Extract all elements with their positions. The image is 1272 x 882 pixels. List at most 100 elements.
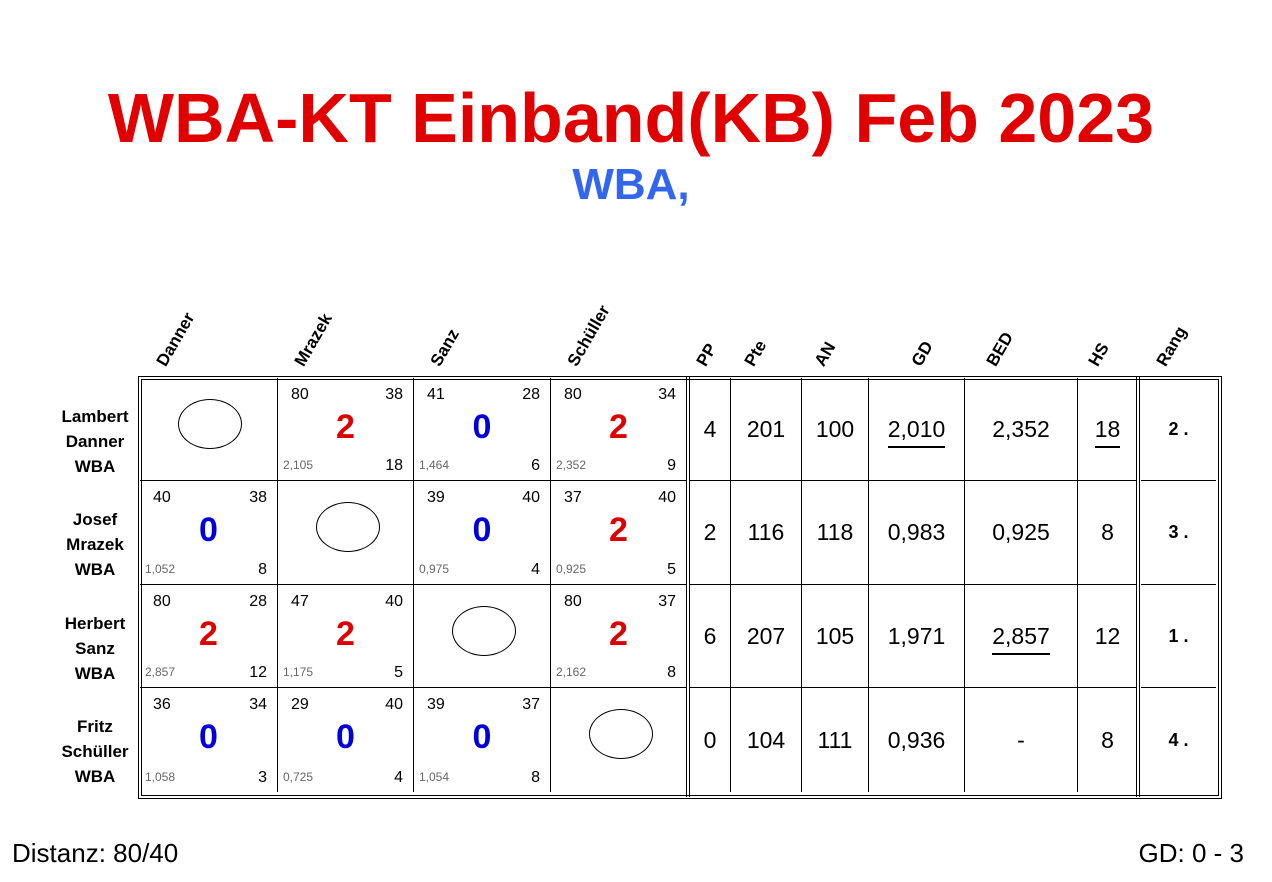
stat-value: 0,936 — [887, 726, 946, 753]
stat-bed: 2,857 — [965, 585, 1078, 688]
player-first: Herbert — [64, 614, 126, 633]
match-score: 2 — [336, 615, 355, 653]
stat-value: 2,010 — [887, 416, 946, 448]
match-cell: 80 28 2 2,857 12 — [140, 585, 278, 688]
stat-value: 0 — [703, 726, 717, 753]
points-player: 39 — [427, 489, 445, 506]
match-score: 0 — [199, 511, 218, 549]
stat-bed: 2,352 — [965, 378, 1078, 481]
match-score: 2 — [199, 615, 218, 653]
results-table — [138, 376, 1222, 799]
points-opponent: 37 — [522, 696, 540, 713]
stat-value: 100 — [815, 415, 855, 442]
match-cell: 41 28 0 1,464 6 — [414, 378, 551, 481]
match-cell: 80 34 2 2,352 9 — [551, 378, 686, 481]
match-hs: 8 — [667, 664, 676, 681]
stat-gd: 0,936 — [869, 688, 965, 792]
stat-value: 8 — [1101, 726, 1114, 753]
points-player: 40 — [153, 489, 171, 506]
player-club: WBA — [74, 457, 116, 476]
points-player: 47 — [291, 593, 309, 610]
player-club: WBA — [74, 560, 116, 579]
match-score: 0 — [472, 718, 492, 756]
stat-value: 105 — [815, 622, 855, 649]
column-header-gd: GD — [907, 337, 937, 370]
match-score: 0 — [336, 718, 355, 756]
self-match-oval — [452, 606, 516, 656]
stat-value: 4 — [703, 415, 717, 442]
match-score: 2 — [609, 615, 628, 653]
match-hs: 18 — [385, 457, 403, 474]
stat-rang: 4 . — [1141, 688, 1216, 792]
match-score: 0 — [199, 718, 218, 756]
stat-value: 2 . — [1168, 418, 1189, 439]
points-player: 37 — [564, 489, 582, 506]
stat-value: 4 . — [1168, 729, 1189, 750]
match-score: 2 — [609, 511, 628, 549]
match-gd: 2,352 — [556, 458, 587, 472]
match-score: 0 — [472, 511, 492, 549]
stat-hs: 12 — [1078, 585, 1137, 688]
stat-pte: 104 — [731, 688, 802, 792]
player-last: Sanz — [75, 639, 115, 658]
points-player: 80 — [153, 593, 171, 610]
stat-value: 118 — [816, 519, 854, 545]
match-score: 2 — [609, 408, 628, 446]
stat-value: 1 . — [1168, 625, 1189, 646]
match-gd: 1,054 — [419, 770, 450, 784]
match-cell: 36 34 0 1,058 3 — [140, 688, 278, 792]
stat-pte: 207 — [731, 585, 802, 688]
self-match-oval — [589, 709, 653, 759]
stat-gd: 0,983 — [869, 481, 965, 585]
match-hs: 6 — [531, 457, 540, 474]
match-hs: 4 — [531, 561, 540, 578]
stat-rang: 3 . — [1141, 481, 1216, 585]
match-cell: 80 38 2 2,105 18 — [278, 378, 414, 481]
points-opponent: 40 — [658, 489, 676, 506]
player-first: Lambert — [61, 407, 129, 426]
match-score: 0 — [472, 408, 492, 446]
stat-hs: 8 — [1078, 481, 1137, 585]
points-player: 41 — [427, 386, 445, 403]
match-cell: 37 40 2 0,925 5 — [551, 481, 686, 585]
points-player: 39 — [427, 696, 445, 713]
stat-value: 104 — [746, 726, 786, 753]
stat-value: 0,983 — [887, 519, 946, 545]
match-hs: 4 — [394, 769, 403, 786]
stat-an: 111 — [802, 688, 869, 792]
column-header-player: Schüller — [563, 301, 614, 370]
match-gd: 2,162 — [556, 665, 587, 679]
match-gd: 0,975 — [419, 562, 450, 576]
player-club: WBA — [74, 767, 116, 786]
empty-cell — [551, 688, 686, 792]
match-gd: 2,105 — [283, 458, 314, 472]
match-cell: 80 37 2 2,162 8 — [551, 585, 686, 688]
match-gd: 1,464 — [419, 458, 450, 472]
match-cell: 40 38 0 1,052 8 — [140, 481, 278, 585]
stat-value: - — [1017, 726, 1025, 753]
player-last: Mrazek — [66, 535, 124, 554]
points-player: 36 — [153, 696, 171, 713]
column-header-player: Sanz — [426, 325, 463, 370]
self-match-oval — [178, 399, 242, 449]
empty-cell — [414, 585, 551, 688]
stat-gd: 2,010 — [869, 378, 965, 481]
gd-summary: GD: 0 - 3 — [1138, 838, 1244, 868]
player-last: Schüller — [61, 742, 129, 761]
column-header-an: AN — [810, 338, 840, 370]
stat-hs: 18 — [1078, 378, 1137, 481]
match-score: 2 — [336, 408, 355, 446]
match-hs: 8 — [531, 769, 540, 786]
stat-value: 207 — [746, 622, 786, 649]
column-header-player: Mrazek — [290, 310, 336, 370]
player-name: Lambert Danner WBA — [40, 404, 150, 479]
player-club: WBA — [74, 664, 116, 683]
stat-pte: 116 — [731, 481, 802, 585]
points-opponent: 38 — [249, 489, 267, 506]
points-opponent: 28 — [249, 593, 267, 610]
stat-bed: - — [965, 688, 1078, 792]
stat-an: 100 — [802, 378, 869, 481]
match-gd: 0,725 — [283, 770, 314, 784]
stat-pp: 4 — [690, 378, 731, 481]
match-hs: 12 — [249, 664, 267, 681]
